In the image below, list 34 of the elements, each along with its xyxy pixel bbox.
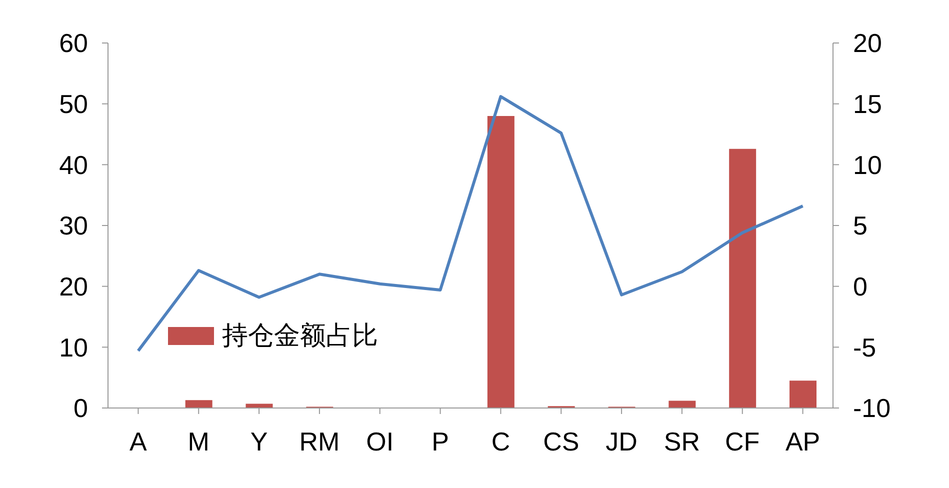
x-tick-label: OI: [366, 426, 394, 456]
y2-tick-label: 5: [853, 210, 868, 241]
x-tick-label: A: [130, 426, 148, 456]
bar: [246, 404, 273, 408]
x-tick-label: P: [432, 426, 449, 456]
y-tick-label: 40: [59, 150, 88, 180]
x-tick-label: Y: [250, 426, 268, 456]
y2-tick-label: -5: [853, 332, 876, 362]
x-tick-label: AP: [785, 426, 820, 456]
y-tick-label: 0: [74, 393, 88, 424]
x-tick-label: RM: [299, 426, 340, 456]
bar: [668, 400, 696, 408]
y2-tick-label: -10: [853, 393, 891, 424]
y2-tick-label: 15: [853, 89, 882, 120]
line-series: [136, 95, 804, 352]
x-tick-label: M: [188, 426, 210, 456]
bar: [487, 116, 514, 408]
y-tick-label: 50: [59, 89, 88, 120]
x-tick-label: CS: [543, 426, 580, 456]
x-tick-label: SR: [664, 426, 700, 456]
y2-tick-label: 0: [853, 272, 868, 302]
bar: [790, 380, 816, 408]
y2-tick-label: 20: [853, 28, 882, 58]
y-tick-label: 30: [59, 210, 88, 241]
y-tick-label: 60: [59, 28, 88, 58]
bar: [185, 400, 212, 408]
x-tick-label: C: [491, 426, 510, 456]
y2-tick-label: 10: [853, 150, 882, 180]
bar: [729, 148, 756, 408]
y-tick-label: 10: [59, 332, 88, 362]
legend-label: 持仓金额占比: [222, 320, 378, 352]
x-tick-label: CF: [725, 426, 760, 456]
x-tick-label: JD: [606, 426, 638, 456]
y-tick-label: 20: [59, 272, 88, 302]
